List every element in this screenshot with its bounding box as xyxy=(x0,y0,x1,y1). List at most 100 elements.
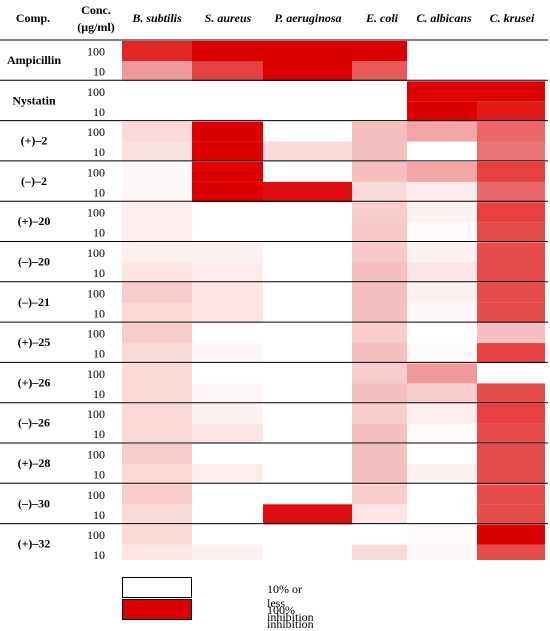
concentration-label: 10 xyxy=(93,105,105,119)
legend-swatch-high xyxy=(122,599,192,620)
heatmap-cell-plusminus28-100-b-subtilis xyxy=(122,444,192,464)
heatmap-cell-nystatin-10-c-krusei xyxy=(477,101,545,122)
heatmap-cell-plusminus2-10-s-aureus xyxy=(192,141,263,162)
heatmap-cell-minusminus21-10-c-albicans xyxy=(407,303,477,323)
heatmap-cell-minusminus30-10-b-subtilis xyxy=(122,504,192,525)
concentration-label: 100 xyxy=(87,85,105,99)
heatmap-cell-minusminus30-100-b-subtilis xyxy=(122,484,192,505)
concentration-label: 100 xyxy=(87,367,105,381)
column-header-concentration-line1: Conc. xyxy=(81,3,111,17)
heatmap-cell-plusminus25-10-c-krusei xyxy=(477,343,545,364)
heatmap-cell-minusminus26-10-c-albicans xyxy=(407,424,477,444)
heatmap-cell-plusminus26-100-c-albicans xyxy=(407,363,477,384)
column-header-c-krusei: C. krusei xyxy=(489,11,535,25)
column-header-compound: Comp. xyxy=(15,11,51,25)
legend-swatch-low xyxy=(122,577,192,598)
heatmap-cell-minusminus21-10-s-aureus xyxy=(192,302,263,323)
heatmap-cell-minusminus20-100-c-albicans xyxy=(407,242,477,263)
heatmap-cell-ampicillin-10-s-aureus xyxy=(192,61,263,81)
heatmap-cell-plusminus20-100-e-coli xyxy=(352,202,407,223)
compound-label-minusminus26: (–)–26 xyxy=(18,416,50,430)
heatmap-cell-minusminus20-100-c-krusei xyxy=(477,242,545,263)
heatmap-cell-minusminus2-10-b-subtilis xyxy=(122,182,192,202)
heatmap-cell-minusminus21-100-b-subtilis xyxy=(122,282,192,303)
heatmap-cell-plusminus25-100-e-coli xyxy=(352,323,407,344)
heatmap-cell-plusminus25-10-c-albicans xyxy=(407,343,477,363)
heatmap-cell-minusminus30-10-p-aeruginosa xyxy=(263,504,352,525)
concentration-label: 100 xyxy=(87,407,105,421)
heatmap-cell-minusminus2-100-c-krusei xyxy=(477,161,545,182)
heatmap-cell-minusminus20-100-s-aureus xyxy=(192,242,263,263)
concentration-label: 100 xyxy=(87,206,105,220)
heatmap-cell-plusminus26-100-e-coli xyxy=(352,363,407,384)
heatmap-cell-plusminus2-10-b-subtilis xyxy=(122,141,192,162)
heatmap-cell-minusminus21-100-e-coli xyxy=(352,282,407,303)
compound-label-minusminus30: (–)–30 xyxy=(18,496,50,510)
heatmap-cell-plusminus2-10-e-coli xyxy=(352,141,407,162)
legend-label-low: 10% or less inhibition xyxy=(267,582,314,624)
compound-label-plusminus26: (+)–26 xyxy=(18,375,51,389)
compound-label-plusminus28: (+)–28 xyxy=(18,456,51,470)
concentration-label: 100 xyxy=(87,488,105,502)
heatmap-cell-minusminus2-10-e-coli xyxy=(352,181,407,202)
heatmap-cell-minusminus20-10-b-subtilis xyxy=(122,262,192,283)
concentration-label: 10 xyxy=(93,185,105,199)
heatmap-cell-plusminus25-100-b-subtilis xyxy=(122,323,192,344)
heatmap-cell-plusminus2-100-c-albicans xyxy=(407,121,477,142)
heatmap-cell-minusminus26-100-s-aureus xyxy=(192,403,263,424)
heatmap-cell-plusminus26-10-e-coli xyxy=(352,383,407,404)
heatmap-cell-plusminus20-10-b-subtilis xyxy=(122,222,192,243)
heatmap-cell-plusminus2-10-c-krusei xyxy=(477,141,545,162)
heatmap-cell-minusminus20-10-s-aureus xyxy=(192,262,263,283)
heatmap-cell-minusminus26-100-c-krusei xyxy=(477,403,545,424)
concentration-label: 10 xyxy=(93,548,105,560)
heatmap-cell-plusminus32-100-c-krusei xyxy=(477,524,545,545)
heatmap-cell-plusminus2-100-e-coli xyxy=(352,121,407,142)
heatmap-cell-minusminus20-100-b-subtilis xyxy=(122,242,192,263)
heatmap-cell-plusminus25-100-c-krusei xyxy=(477,323,545,344)
compound-label-minusminus20: (–)–20 xyxy=(18,255,50,269)
heatmap-cell-plusminus25-10-e-coli xyxy=(352,343,407,364)
heatmap-cell-minusminus21-10-e-coli xyxy=(352,302,407,323)
concentration-label: 10 xyxy=(93,468,105,482)
heatmap-cell-plusminus28-10-e-coli xyxy=(352,464,407,484)
heatmap-cell-ampicillin-100-b-subtilis xyxy=(122,41,192,61)
heatmap-cell-plusminus26-10-b-subtilis xyxy=(122,383,192,404)
heatmap-cell-minusminus21-10-b-subtilis xyxy=(122,302,192,323)
heatmap-cell-plusminus26-10-c-krusei xyxy=(477,383,545,404)
heatmap-cell-minusminus26-10-c-krusei xyxy=(477,423,545,444)
heatmap-cell-ampicillin-10-e-coli xyxy=(352,61,407,81)
heatmap-cell-minusminus30-10-c-krusei xyxy=(477,504,545,525)
heatmap-cell-nystatin-100-c-albicans xyxy=(407,81,477,102)
heatmap-cell-plusminus26-10-c-albicans xyxy=(407,383,477,404)
heatmap-cell-plusminus20-100-c-krusei xyxy=(477,202,545,223)
heatmap-cell-plusminus28-10-c-albicans xyxy=(407,464,477,484)
concentration-label: 100 xyxy=(87,45,105,59)
heatmap-cell-plusminus28-10-b-subtilis xyxy=(122,464,192,484)
column-header-p-aeruginosa: P. aeruginosa xyxy=(274,11,342,25)
concentration-label: 100 xyxy=(87,165,105,179)
heatmap-cell-ampicillin-10-p-aeruginosa xyxy=(263,61,352,81)
heatmap-cell-plusminus28-100-c-krusei xyxy=(477,444,545,464)
heatmap-cell-plusminus25-10-s-aureus xyxy=(192,343,263,363)
heatmap-cell-minusminus2-10-c-krusei xyxy=(477,181,545,202)
heatmap-cell-minusminus2-100-s-aureus xyxy=(192,161,263,182)
heatmap-cell-minusminus2-100-b-subtilis xyxy=(122,162,192,182)
column-header-concentration-line2: (μg/ml) xyxy=(77,20,115,34)
heatmap-cell-minusminus30-100-c-krusei xyxy=(477,484,545,505)
concentration-label: 10 xyxy=(93,387,105,401)
heatmap-cell-plusminus32-10-s-aureus xyxy=(192,544,263,560)
concentration-label: 10 xyxy=(93,226,105,240)
heatmap-cell-plusminus28-10-s-aureus xyxy=(192,464,263,484)
heatmap-cell-minusminus2-100-c-albicans xyxy=(407,161,477,182)
heatmap-cell-plusminus26-100-b-subtilis xyxy=(122,363,192,384)
heatmap-cell-plusminus26-10-s-aureus xyxy=(192,383,263,403)
heatmap-cell-minusminus26-100-b-subtilis xyxy=(122,403,192,424)
concentration-label: 100 xyxy=(87,286,105,300)
concentration-label: 10 xyxy=(93,145,105,159)
heatmap-cell-plusminus2-100-s-aureus xyxy=(192,121,263,142)
compound-label-nystatin: Nystatin xyxy=(12,93,56,107)
compound-label-plusminus25: (+)–25 xyxy=(18,335,51,349)
heatmap-cell-minusminus21-100-c-albicans xyxy=(407,282,477,303)
heatmap-cell-minusminus20-10-c-krusei xyxy=(477,262,545,283)
